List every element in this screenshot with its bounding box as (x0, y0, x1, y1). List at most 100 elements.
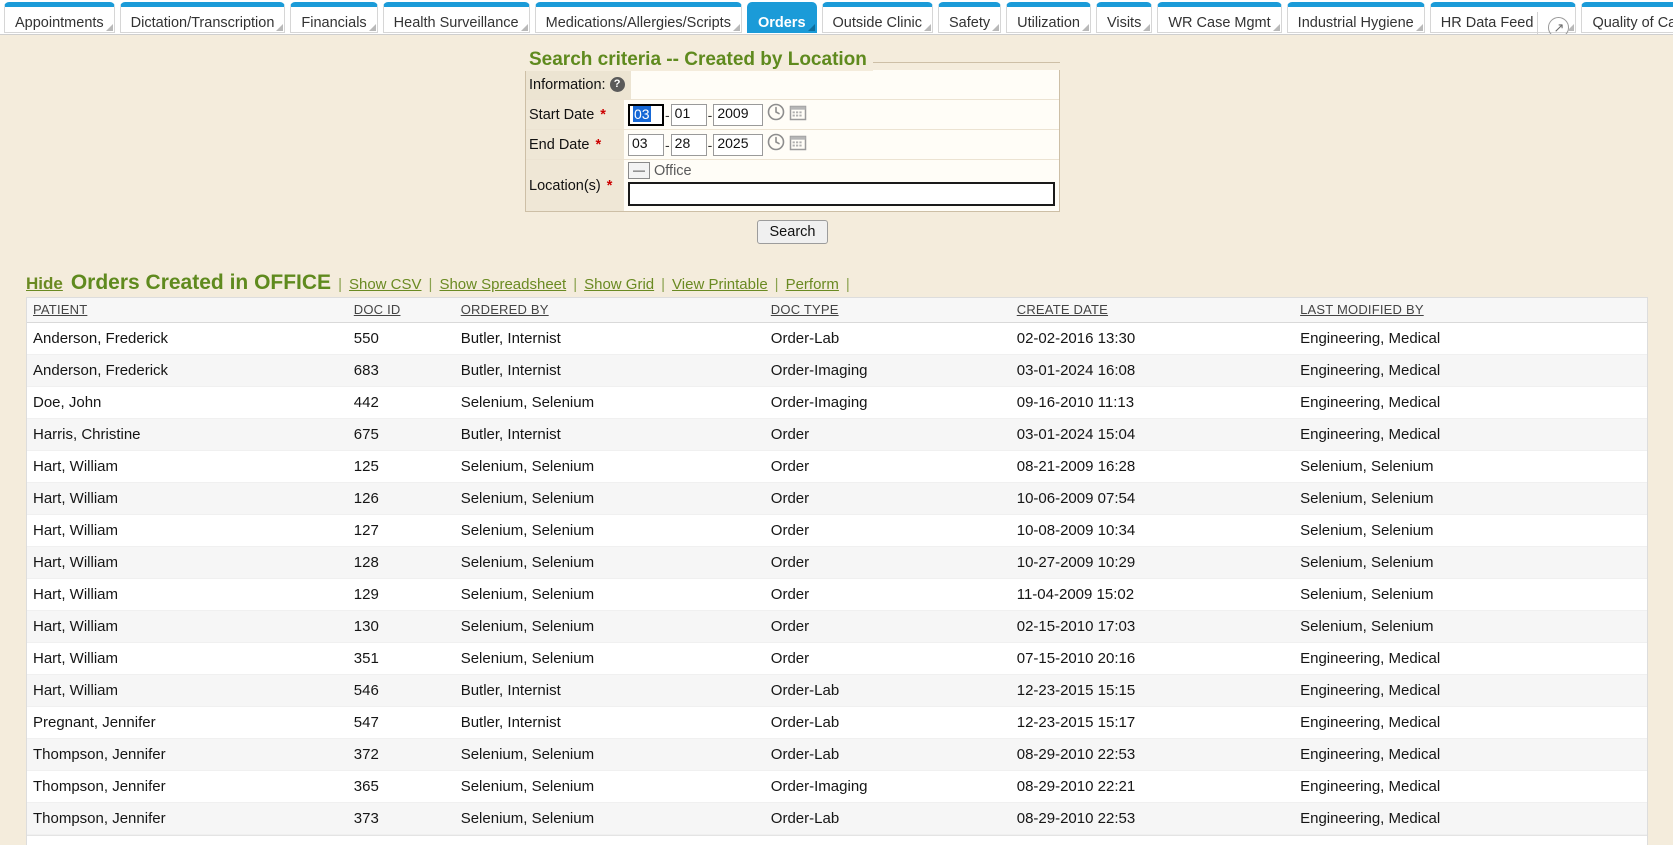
table-row[interactable]: Hart, William 125 Selenium, Selenium Order 0… (27, 450, 1647, 483)
start-date-label-cell: Start Date * (526, 100, 624, 129)
results-link-show-grid[interactable]: Show Grid (584, 276, 655, 293)
table-row[interactable]: Hart, William 126 Selenium, Selenium Order 1… (27, 482, 1647, 515)
external-link-icon[interactable]: ↗ (1548, 17, 1570, 34)
cell-patient: Hart, William (27, 546, 348, 579)
cell-last-modified-by: Selenium, Selenium (1294, 578, 1647, 611)
cell-create-date: 12-23-2015 15:17 (1010, 706, 1295, 739)
cell-doc-type: Order-Lab (764, 674, 1011, 707)
tab-corner-fold-icon (923, 24, 931, 31)
column-header-patient[interactable]: PATIENT (27, 298, 348, 323)
clock-icon[interactable] (767, 103, 785, 126)
table-row[interactable]: Pregnant, Jennifer 547 Butler, Internist Or… (27, 706, 1647, 739)
link-separator: | (774, 276, 779, 293)
column-header-label: DOC ID (353, 302, 401, 317)
results-link-perform[interactable]: Perform (785, 276, 839, 293)
start-date-label: Start Date (529, 106, 595, 123)
link-separator: | (338, 276, 342, 293)
table-row[interactable]: Hart, William 127 Selenium, Selenium Order 1… (27, 514, 1647, 547)
tab-corner-fold-icon (276, 24, 284, 31)
link-separator: | (573, 276, 578, 293)
end-date-month-input[interactable]: 03 (628, 133, 664, 156)
cell-create-date: 11-04-2009 15:02 (1010, 578, 1295, 611)
orders-table-body: Anderson, Frederick 550 Butler, Internist O… (27, 322, 1647, 835)
table-row[interactable]: Harris, Christine 675 Butler, Internist Ord… (27, 418, 1647, 451)
collapse-toggle-icon[interactable]: — (628, 162, 650, 179)
start-date-month-input[interactable]: 03 (628, 103, 664, 126)
tab-outside-clinic[interactable]: Outside Clinic (821, 2, 933, 33)
table-row[interactable]: Anderson, Frederick 683 Butler, Internist O… (27, 354, 1647, 387)
cell-last-modified-by: Selenium, Selenium (1294, 482, 1647, 515)
end-date-required-marker: * (595, 136, 602, 153)
tab-appointments[interactable]: Appointments (4, 2, 115, 33)
tab-hr-data-feed[interactable]: HR Data Feed ↗ (1429, 2, 1577, 34)
tab-quality-of-care[interactable]: Quality of Care (1581, 2, 1673, 33)
table-row[interactable]: Hart, William 130 Selenium, Selenium Order 0… (27, 610, 1647, 643)
tab-utilization[interactable]: Utilization (1006, 2, 1091, 33)
cell-doc-id: 351 (347, 642, 455, 675)
location-group-name: Office (654, 162, 692, 179)
cell-doc-type: Order-Imaging (764, 386, 1011, 419)
calendar-icon[interactable] (789, 103, 807, 126)
information-label-cell: Information: ? (526, 70, 631, 99)
tab-health-surveillance[interactable]: Health Surveillance (382, 2, 530, 33)
start-date-day-input[interactable]: 01 (670, 103, 707, 126)
cell-ordered-by: Butler, Internist (454, 706, 765, 739)
table-row[interactable]: Anderson, Frederick 550 Butler, Internist O… (27, 322, 1647, 355)
tab-label: Appointments (15, 15, 104, 31)
tab-medications-allergies-scripts[interactable]: Medications/Allergies/Scripts (534, 2, 742, 33)
cell-ordered-by: Selenium, Selenium (454, 514, 765, 547)
cell-doc-id: 126 (347, 482, 455, 515)
tab-industrial-hygiene[interactable]: Industrial Hygiene (1286, 2, 1425, 33)
cell-doc-type: Order-Imaging (764, 354, 1011, 387)
question-mark-icon[interactable]: ? (609, 77, 625, 92)
cell-doc-type: Order (764, 642, 1011, 675)
table-row[interactable]: Doe, John 442 Selenium, Selenium Order-Imag… (27, 386, 1647, 419)
table-row[interactable]: Hart, William 128 Selenium, Selenium Order 1… (27, 546, 1647, 579)
results-link-view-printable[interactable]: View Printable (672, 276, 768, 293)
clock-icon[interactable] (767, 133, 785, 156)
tab-orders[interactable]: Orders (746, 2, 817, 33)
results-link-show-csv[interactable]: Show CSV (348, 276, 422, 293)
end-date-sep-1: - (665, 136, 670, 153)
tab-safety[interactable]: Safety (937, 2, 1002, 33)
table-row[interactable]: Thompson, Jennifer 372 Selenium, Selenium O… (27, 738, 1647, 771)
end-date-sep-2: - (707, 136, 713, 153)
cell-doc-id: 125 (347, 450, 455, 483)
end-date-day-input[interactable]: 28 (670, 133, 707, 156)
table-row[interactable]: Thompson, Jennifer 365 Selenium, Selenium O… (27, 770, 1647, 803)
tab-dictation-transcription[interactable]: Dictation/Transcription (119, 2, 286, 33)
hide-results-link[interactable]: Hide (26, 274, 63, 293)
search-criteria-panel: Search criteria -- Created by Location I… (525, 49, 1060, 244)
cell-create-date: 10-27-2009 10:29 (1010, 546, 1295, 579)
table-row[interactable]: Thompson, Jennifer 373 Selenium, Selenium O… (27, 802, 1647, 835)
cell-create-date: 02-15-2010 17:03 (1010, 610, 1295, 643)
column-header-create-date[interactable]: CREATE DATE (1010, 298, 1295, 323)
information-label: Information: (529, 76, 606, 93)
table-row[interactable]: Hart, William 546 Butler, Internist Order-L… (27, 674, 1647, 707)
cell-patient: Hart, William (27, 578, 348, 611)
locations-input[interactable] (628, 182, 1055, 206)
column-header-ordered-by[interactable]: ORDERED BY (454, 298, 765, 323)
column-header-doc-type[interactable]: DOC TYPE (764, 298, 1011, 323)
displaying-count: DISPLAYING 1-16 (780, 843, 895, 845)
calendar-icon[interactable] (789, 133, 807, 156)
cell-patient: Hart, William (27, 482, 348, 515)
tab-label: Industrial Hygiene (1297, 15, 1414, 31)
tab-label: Outside Clinic (832, 15, 922, 31)
table-row[interactable]: Hart, William 351 Selenium, Selenium Order 0… (27, 642, 1647, 675)
column-header-doc-id[interactable]: DOC ID (347, 298, 455, 323)
search-button[interactable]: Search (756, 220, 829, 244)
results-link-show-spreadsheet[interactable]: Show Spreadsheet (439, 276, 567, 293)
tab-financials[interactable]: Financials (290, 2, 378, 33)
table-row[interactable]: Hart, William 129 Selenium, Selenium Order 1… (27, 578, 1647, 611)
start-date-year-input[interactable]: 2009 (713, 103, 764, 126)
search-criteria-legend: Search criteria -- Created by Location (525, 49, 873, 71)
tab-visits[interactable]: Visits (1095, 2, 1153, 33)
column-header-last-modified-by[interactable]: LAST MODIFIED BY (1294, 298, 1647, 323)
end-date-year-input[interactable]: 2025 (713, 133, 764, 156)
tab-wr-case-mgmt[interactable]: WR Case Mgmt (1157, 2, 1282, 33)
cell-doc-type: Order (764, 610, 1011, 643)
locations-group-header: — Office (624, 160, 1059, 179)
cell-ordered-by: Selenium, Selenium (454, 386, 765, 419)
cell-doc-type: Order-Lab (764, 706, 1011, 739)
